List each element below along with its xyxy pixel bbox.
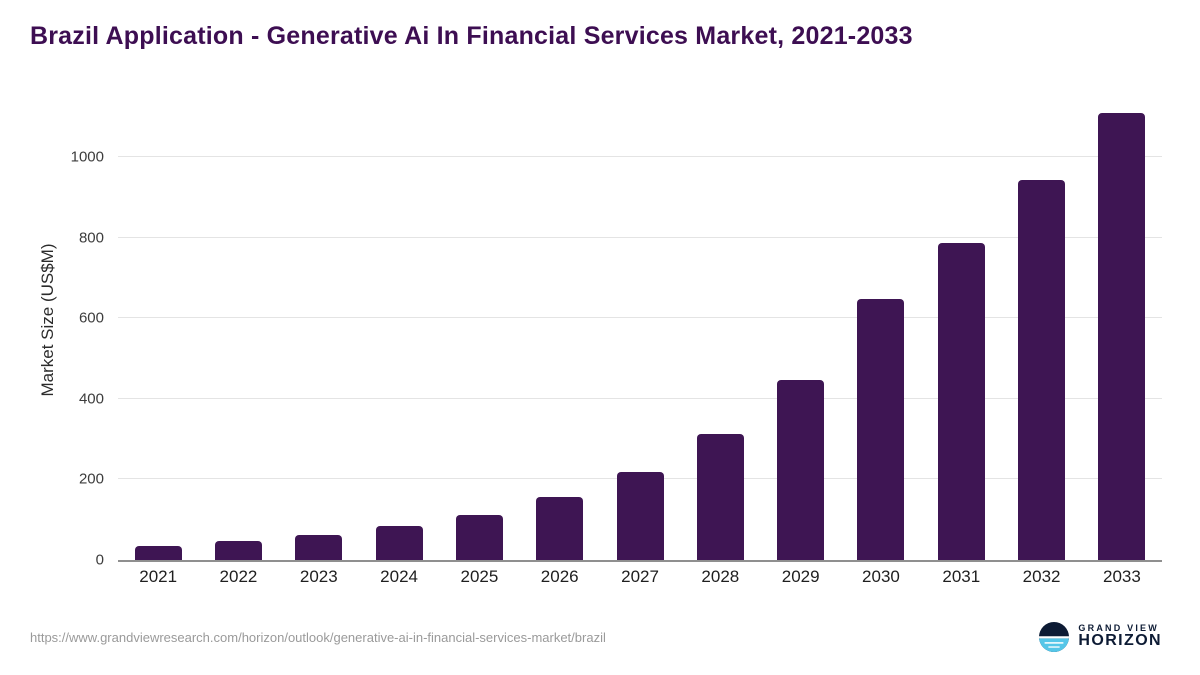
y-tick-0: 0 [95,551,104,569]
gridline-400 [118,397,1162,399]
plot-area: 0 200 400 600 800 1000 [71,103,1162,569]
y-tick-200: 200 [78,470,104,488]
bar-slot-2024 [359,103,439,560]
gridline-600 [118,317,1162,319]
y-tick-1000: 1000 [70,148,104,166]
x-label-2023: 2023 [299,567,338,586]
bar-slot-2028 [680,103,760,560]
y-tick-400: 400 [78,390,104,408]
x-label-2028: 2028 [701,567,740,586]
y-axis-label: Market Size (US$M) [38,243,57,397]
bar-slot-2032 [1001,103,1081,560]
chart-title: Brazil Application - Generative Ai In Fi… [30,22,913,50]
x-label-2029: 2029 [781,567,820,586]
bar-slot-2022 [198,103,278,560]
bar-slot-2025 [439,103,519,560]
bar-2033 [1098,113,1146,560]
bar-2024 [375,526,423,560]
source-url: https://www.grandviewresearch.com/horizo… [30,630,606,645]
bar-slot-2026 [520,103,600,560]
brand-name-bottom: HORIZON [1078,632,1162,650]
x-label-2032: 2032 [1022,567,1061,586]
y-tick-800: 800 [78,229,104,247]
bar-slot-2031 [921,103,1001,560]
bar-slot-2027 [600,103,680,560]
x-label-2033: 2033 [1102,567,1141,586]
bar-slot-2029 [761,103,841,560]
x-label-2024: 2024 [380,567,418,586]
brand-logo: GRAND VIEW HORIZON [1039,622,1162,652]
x-label-2022: 2022 [219,567,258,586]
bar-slot-2023 [279,103,359,560]
bar-slot-2030 [841,103,921,560]
x-label-2026: 2026 [540,567,579,586]
bar-2026 [536,496,584,560]
bar-slot-2021 [118,103,198,560]
bars-container [118,103,1162,560]
bar-2029 [777,379,825,560]
x-label-2021: 2021 [139,567,178,586]
x-axis-labels: 2021 2022 2023 2024 2025 2026 2027 2028 2029 2030… [118,567,1162,587]
gridline-800 [118,236,1162,238]
bar-slot-2033 [1082,103,1162,560]
gridline-1000 [118,156,1162,158]
brand-text: GRAND VIEW HORIZON [1078,622,1162,650]
brand-name-top: GRAND VIEW [1078,622,1159,633]
bar-2027 [616,471,664,560]
x-label-2031: 2031 [942,567,981,586]
bar-2032 [1018,179,1066,560]
bar-2031 [937,243,985,560]
y-tick-600: 600 [78,309,104,327]
bar-2028 [696,433,744,560]
bar-2025 [455,514,503,560]
x-label-2025: 2025 [460,567,499,586]
bar-2030 [857,299,905,560]
x-label-2027: 2027 [621,567,659,586]
bar-2021 [134,545,182,560]
bar-2022 [214,541,262,560]
horizon-logo-icon [1039,622,1070,652]
bar-2023 [295,535,343,560]
x-label-2030: 2030 [862,567,900,586]
